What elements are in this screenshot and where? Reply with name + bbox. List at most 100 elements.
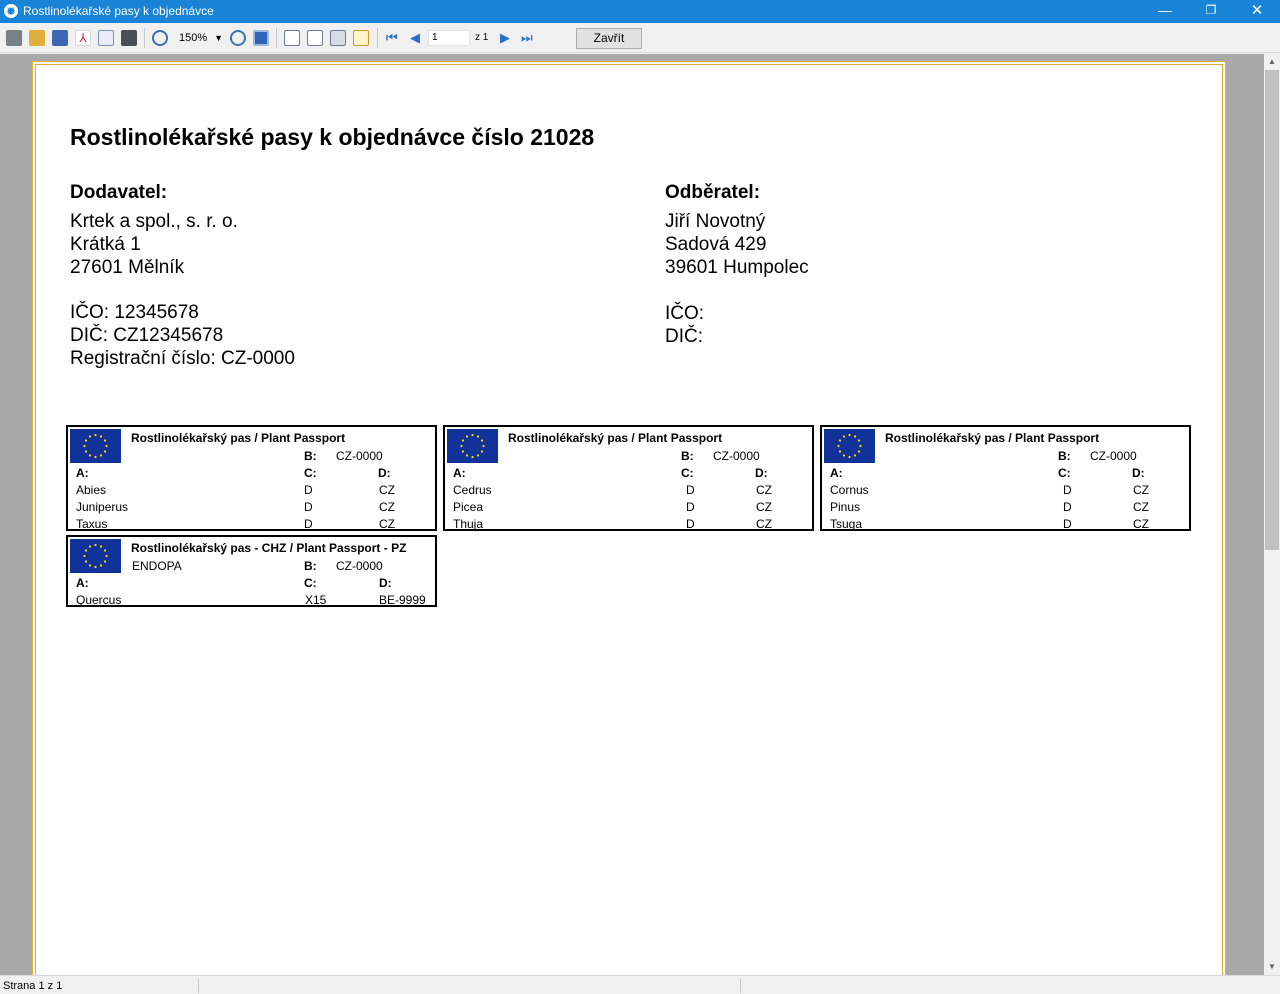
eu-star [853,454,857,457]
open-icon[interactable] [29,30,45,46]
passport-row-a: Taxus [76,517,108,531]
last-page-icon[interactable]: ⏭ [521,30,533,45]
eu-star [103,549,107,552]
eu-flag-icon [70,429,121,463]
passport-d-label: D: [755,466,768,480]
status-separator [198,979,199,993]
close-window-button[interactable]: ✕ [1250,2,1264,19]
report-viewer[interactable]: Rostlinolékařské pasy k objednávce číslo… [0,54,1264,975]
customer-street: Sadová 429 [665,234,767,255]
passport-title: Rostlinolékařský pas / Plant Passport [508,431,723,445]
eu-star [857,439,861,442]
eu-star [857,450,861,453]
eu-flag-icon [70,539,121,573]
supplier-city: 27601 Mělník [70,257,185,278]
pdf-icon[interactable]: ⅄ [75,30,91,46]
zoom-out-icon[interactable] [230,30,246,46]
eu-star [88,545,92,548]
search-doc-icon[interactable] [330,30,346,46]
email-icon[interactable] [98,30,114,46]
first-page-icon[interactable]: ⏮ [386,30,398,45]
scroll-thumb[interactable] [1265,70,1279,550]
passport-b-value: CZ-0000 [336,559,383,573]
eu-star [482,444,485,448]
passport-b-value: CZ-0000 [336,449,383,463]
plant-passport: Rostlinolékařský pas - CHZ / Plant Passp… [66,535,437,607]
save-icon[interactable] [52,30,68,46]
maximize-button[interactable]: ❐ [1205,3,1217,17]
find-icon[interactable] [121,30,137,46]
supplier-reg: Registrační číslo: CZ-0000 [70,348,295,369]
plant-passport: Rostlinolékařský pas / Plant Passport B:… [66,425,437,531]
toolbar: ⅄ 150% ▼ ⏮ ◀ 1 z 1 ▶ ⏭ Zavřít [0,23,1280,53]
passport-row-d: CZ [756,483,772,497]
fit-page-icon[interactable] [253,30,269,46]
eu-star [460,444,463,448]
eu-star [853,435,857,438]
passport-c-label: C: [304,466,317,480]
eu-star [480,439,484,442]
passport-c-label: C: [681,466,694,480]
supplier-heading: Dodavatel: [70,182,168,203]
eu-star [465,454,469,457]
passport-row-d: CZ [379,483,395,497]
passport-row-d: CZ [1133,483,1149,497]
window-title: Rostlinolékařské pasy k objednávce [23,4,214,18]
passport-row-a: Tsuga [830,517,863,531]
print-icon[interactable] [6,30,22,46]
eu-star [837,444,840,448]
app-icon [4,4,18,18]
passport-title: Rostlinolékařský pas - CHZ / Plant Passp… [131,541,407,555]
passport-a-label: A: [453,466,466,480]
passport-d-label: D: [1132,466,1145,480]
passport-a-label: A: [830,466,843,480]
edit-icon[interactable] [353,30,369,46]
page-number-input[interactable]: 1 [428,30,470,46]
passport-c-label: C: [1058,466,1071,480]
plant-passport: Rostlinolékařský pas / Plant Passport B:… [443,425,814,531]
page-count-label: z 1 [475,32,489,43]
eu-star [848,455,851,459]
passport-row-d: BE-9999 [379,593,426,607]
two-page-icon[interactable] [307,30,323,46]
eu-flag-icon [824,429,875,463]
passport-row-d: CZ [379,517,395,531]
status-bar: Strana 1 z 1 [0,975,1280,994]
scroll-up-icon[interactable]: ▲ [1268,57,1276,66]
eu-star [838,450,842,453]
eu-star [461,439,465,442]
passport-row-c: D [686,517,695,531]
eu-star [105,554,108,558]
passport-row-d: CZ [379,500,395,514]
passport-b-label: B: [681,449,694,463]
passport-subtitle: ENDOPA [132,559,182,573]
passport-row-a: Quercus [76,593,122,607]
single-page-icon[interactable] [284,30,300,46]
next-page-icon[interactable]: ▶ [500,30,510,45]
passport-b-value: CZ-0000 [713,449,760,463]
eu-star [83,554,86,558]
zoom-select[interactable]: 150% ▼ [176,30,224,47]
passport-b-label: B: [304,559,317,573]
eu-star [465,435,469,438]
passport-row-d: CZ [1133,517,1149,531]
passport-row-d: CZ [1133,500,1149,514]
eu-star [461,450,465,453]
vertical-scrollbar[interactable]: ▲ ▼ [1264,54,1280,975]
passport-d-label: D: [378,466,391,480]
eu-flag-icon [447,429,498,463]
customer-city: 39601 Humpolec [665,257,809,278]
prev-page-icon[interactable]: ◀ [410,30,420,45]
passport-b-label: B: [304,449,317,463]
supplier-dic: DIČ: CZ12345678 [70,325,224,346]
passport-row-c: D [304,483,313,497]
zoom-in-icon[interactable] [152,30,168,46]
close-button[interactable]: Zavřít [576,28,642,49]
eu-star [476,454,480,457]
passport-title: Rostlinolékařský pas / Plant Passport [131,431,346,445]
minimize-button[interactable]: — [1158,2,1172,18]
passport-row-c: D [304,517,313,531]
scroll-down-icon[interactable]: ▼ [1268,962,1276,971]
passport-a-label: A: [76,466,89,480]
status-separator [740,979,741,993]
